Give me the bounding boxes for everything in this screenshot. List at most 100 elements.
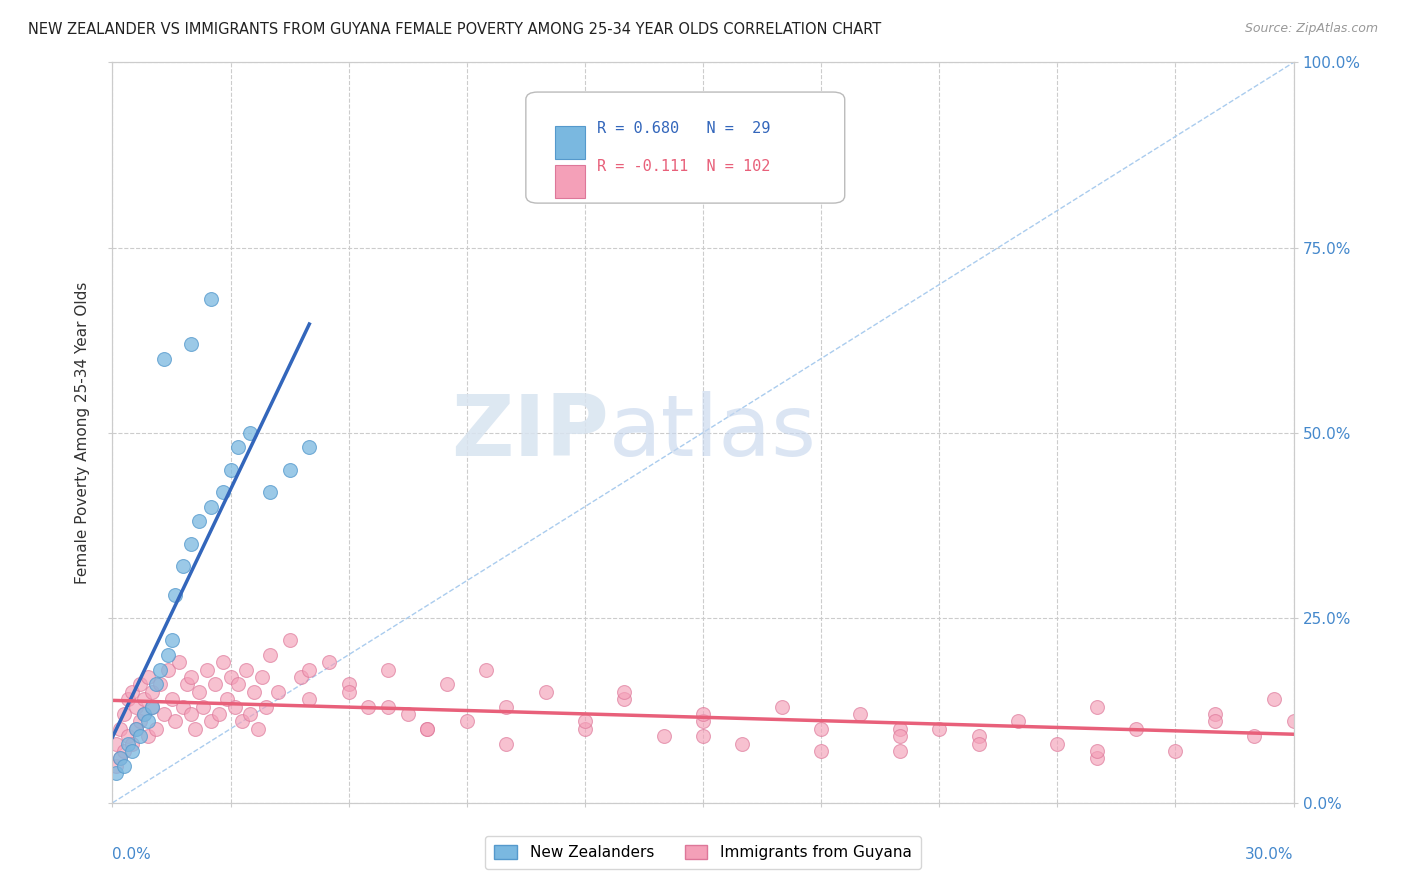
Point xyxy=(105,758,128,772)
Point xyxy=(298,692,321,706)
Point xyxy=(1282,714,1305,729)
Point xyxy=(156,663,179,677)
Point xyxy=(574,722,596,736)
Point xyxy=(129,677,152,691)
Point xyxy=(337,685,360,699)
Point xyxy=(1007,714,1029,729)
Point xyxy=(172,558,194,573)
Point xyxy=(149,677,172,691)
Point xyxy=(121,685,143,699)
Bar xyxy=(555,165,585,198)
FancyBboxPatch shape xyxy=(526,92,845,203)
Point xyxy=(259,648,281,662)
Point xyxy=(1263,692,1285,706)
Point xyxy=(259,484,281,499)
Point xyxy=(889,729,911,743)
Y-axis label: Female Poverty Among 25-34 Year Olds: Female Poverty Among 25-34 Year Olds xyxy=(75,282,90,583)
Point xyxy=(849,706,872,721)
Text: 0.0%: 0.0% xyxy=(112,847,152,863)
Point xyxy=(117,729,139,743)
Point xyxy=(200,500,222,514)
Point xyxy=(278,632,301,647)
Point xyxy=(235,663,257,677)
Point xyxy=(239,706,262,721)
Point xyxy=(770,699,793,714)
Point xyxy=(243,685,266,699)
Point xyxy=(132,706,155,721)
Point xyxy=(112,706,135,721)
Text: NEW ZEALANDER VS IMMIGRANTS FROM GUYANA FEMALE POVERTY AMONG 25-34 YEAR OLDS COR: NEW ZEALANDER VS IMMIGRANTS FROM GUYANA … xyxy=(28,22,882,37)
Point xyxy=(495,699,517,714)
Point xyxy=(105,737,128,751)
Point xyxy=(141,699,163,714)
Point xyxy=(184,722,207,736)
Point xyxy=(731,737,754,751)
Point xyxy=(105,766,128,780)
Point xyxy=(132,692,155,706)
Point xyxy=(176,677,198,691)
Point xyxy=(377,699,399,714)
Point xyxy=(254,699,277,714)
Point xyxy=(534,685,557,699)
Text: ZIP: ZIP xyxy=(451,391,609,475)
Point xyxy=(298,663,321,677)
Point xyxy=(141,685,163,699)
Point xyxy=(1204,706,1226,721)
Point xyxy=(136,714,159,729)
Point xyxy=(191,699,214,714)
Point xyxy=(613,685,636,699)
Point xyxy=(337,677,360,691)
Point xyxy=(145,677,167,691)
Point xyxy=(1125,722,1147,736)
Point xyxy=(125,699,148,714)
Point xyxy=(129,714,152,729)
Point xyxy=(132,706,155,721)
Point xyxy=(250,670,273,684)
Point xyxy=(357,699,380,714)
Point xyxy=(652,729,675,743)
Point xyxy=(121,744,143,758)
Point xyxy=(1085,744,1108,758)
Point xyxy=(810,744,832,758)
Text: atlas: atlas xyxy=(609,391,817,475)
Point xyxy=(416,722,439,736)
Point xyxy=(208,706,231,721)
Point xyxy=(117,737,139,751)
Text: Source: ZipAtlas.com: Source: ZipAtlas.com xyxy=(1244,22,1378,36)
Point xyxy=(889,744,911,758)
Point xyxy=(692,729,714,743)
Bar xyxy=(555,126,585,160)
Point xyxy=(692,714,714,729)
Point xyxy=(204,677,226,691)
Point xyxy=(318,655,340,669)
Point xyxy=(219,462,242,476)
Point xyxy=(129,729,152,743)
Point xyxy=(495,737,517,751)
Point xyxy=(810,722,832,736)
Point xyxy=(200,293,222,307)
Point xyxy=(195,663,218,677)
Point xyxy=(1085,699,1108,714)
Text: 30.0%: 30.0% xyxy=(1246,847,1294,863)
Point xyxy=(298,441,321,455)
Point xyxy=(136,729,159,743)
Point xyxy=(145,722,167,736)
Point xyxy=(141,699,163,714)
Point xyxy=(200,714,222,729)
Point xyxy=(228,677,250,691)
Text: R = 0.680   N =  29: R = 0.680 N = 29 xyxy=(596,120,770,136)
Point xyxy=(172,699,194,714)
Point xyxy=(278,462,301,476)
Point xyxy=(1046,737,1069,751)
Point xyxy=(149,663,172,677)
Point xyxy=(125,722,148,736)
Point xyxy=(110,722,132,736)
Point xyxy=(211,484,233,499)
Point xyxy=(211,655,233,669)
Point xyxy=(125,722,148,736)
Point xyxy=(165,714,187,729)
Point xyxy=(188,515,211,529)
Point xyxy=(231,714,253,729)
Point xyxy=(475,663,498,677)
Point xyxy=(112,744,135,758)
